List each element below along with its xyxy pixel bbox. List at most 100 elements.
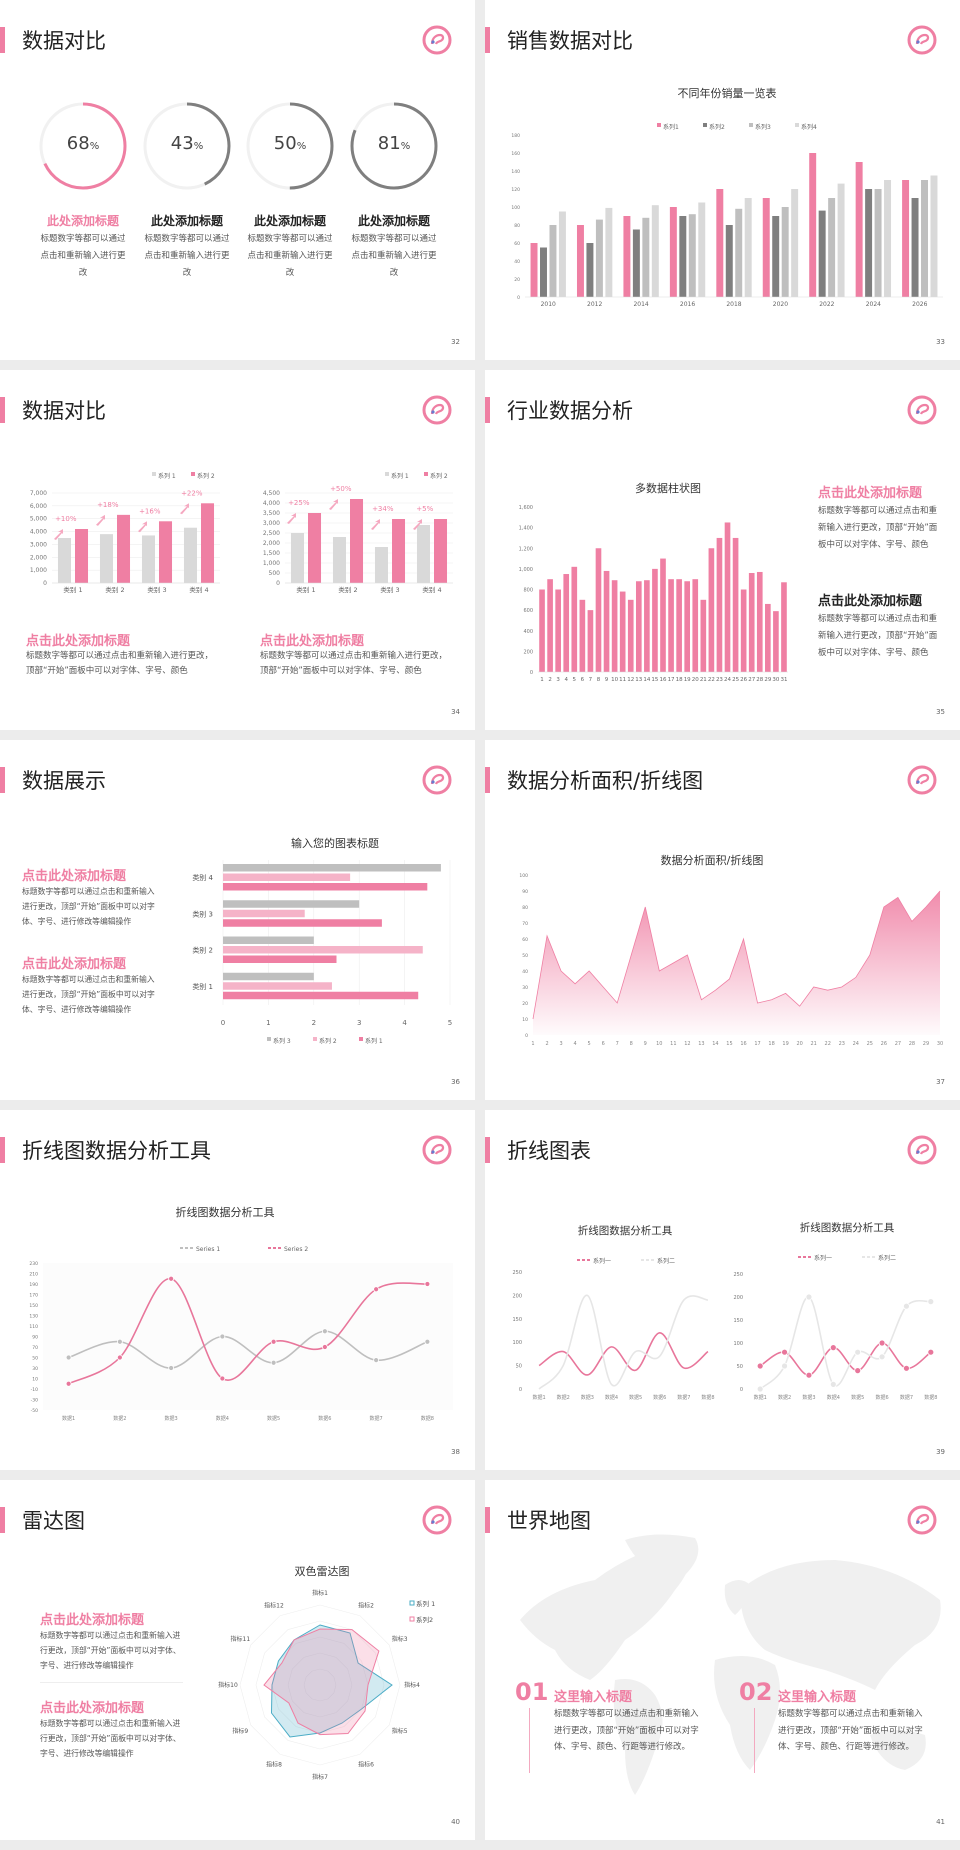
- x-tick-label: 20: [796, 1041, 802, 1047]
- x-tick-label: 2014: [633, 301, 648, 308]
- legend-item: 系列一: [798, 1254, 832, 1262]
- y-tick-label: 1,200: [519, 546, 533, 552]
- x-tick-label: 类别 1: [63, 585, 82, 594]
- bar: [773, 611, 779, 672]
- x-tick-label: 0: [221, 1019, 225, 1027]
- y-tick-label: 7,000: [30, 490, 47, 497]
- y-tick-label: 150: [29, 1303, 38, 1309]
- bar: [332, 537, 346, 583]
- growth-label: +50%: [330, 485, 352, 493]
- x-tick-label: 数据6: [875, 1394, 888, 1401]
- bar: [223, 936, 314, 944]
- bar: [716, 189, 724, 297]
- x-tick-label: 数据1: [532, 1394, 545, 1401]
- divider: [754, 1708, 755, 1773]
- radar-ring: [239, 1604, 401, 1766]
- bar: [350, 499, 364, 583]
- slide-41: 世界地图 01 这里输入标题 标题数字等都可以通过点击和重新输入进行更改，顶部“…: [485, 1480, 960, 1840]
- bar: [708, 548, 715, 672]
- axis-label: 指标12: [264, 1601, 284, 1609]
- axis-label: 指标5: [392, 1727, 408, 1735]
- legend-item: 系列 1: [152, 472, 176, 480]
- plot-area: [43, 1263, 453, 1410]
- x-tick-label: 类别 1: [296, 585, 315, 594]
- arrow-up-icon: [370, 519, 380, 530]
- x-tick-label: 28: [909, 1041, 915, 1047]
- legend-item: 系列3: [749, 123, 771, 131]
- arrow-up-icon: [179, 503, 189, 515]
- chart-title: 数据分析面积/折线图: [661, 853, 764, 867]
- data-point: [805, 1371, 813, 1379]
- y-tick-label: 130: [29, 1314, 38, 1320]
- x-tick-label: 27: [895, 1041, 901, 1047]
- percent-value: 43%: [147, 133, 227, 154]
- progress-ring: [246, 102, 334, 190]
- y-tick-label: 250: [733, 1272, 743, 1278]
- ring-progress: [39, 102, 127, 190]
- data-point: [903, 1302, 910, 1310]
- x-tick-label: 数据3: [802, 1394, 815, 1401]
- page-number: 35: [936, 708, 945, 716]
- percent-number: 81: [377, 133, 401, 154]
- data-point: [829, 1380, 837, 1388]
- slide-40: 雷达图 点击此处添加标题 标题数字等都可以通过点击和重新输入进行更改，顶部“开始…: [0, 1480, 475, 1840]
- bar: [117, 514, 131, 583]
- axis-label: 指标7: [312, 1773, 328, 1781]
- bar: [724, 522, 731, 672]
- bar: [549, 225, 557, 297]
- page-number: 37: [936, 1078, 945, 1086]
- x-tick-label: 9: [605, 677, 609, 683]
- y-tick-label: 4,000: [263, 500, 280, 507]
- x-tick-label: 29: [923, 1041, 929, 1047]
- block-heading: 点击此处添加标题: [22, 869, 127, 884]
- legend-item: 系列 1: [359, 1037, 383, 1045]
- bar: [223, 955, 337, 963]
- block-desc: 标题数字等都可以通过点击和重新输入进行更改，顶部“开始”面板中可以对字体、字号、…: [260, 651, 448, 676]
- x-tick-label: 4: [564, 677, 568, 683]
- y-tick-label: 170: [29, 1293, 38, 1299]
- block-desc: 标题数字等都可以通过点击和重新输入进行更改，顶部“开始”面板中可以对字体、字号、…: [818, 506, 938, 550]
- percent-unit: %: [89, 141, 100, 152]
- y-tick-label: 100: [512, 1340, 522, 1346]
- bar: [818, 210, 826, 297]
- bar: [716, 537, 723, 672]
- block-desc: 标题数字等都可以通过点击和重新输入进行更改，顶部“开始”面板中可以对字体、字号、…: [818, 614, 938, 658]
- chart-title: 折线图数据分析工具: [578, 1224, 673, 1237]
- y-tick-label: 60: [522, 937, 528, 943]
- item-desc: 标题数字等都可以通过点击和重新输入进行更改: [144, 234, 230, 278]
- legend-swatch: [267, 1037, 271, 1041]
- x-tick-label: 30: [772, 677, 779, 683]
- smooth-line-chart: 折线图数据分析工具 Series 1 Series 2 -50 -30 -10 10 30 50…: [29, 1205, 453, 1422]
- block-heading: 点击此处添加标题: [260, 634, 365, 649]
- y-tick-label: 1,000: [263, 560, 280, 567]
- bar: [308, 513, 322, 583]
- x-tick-label: 11: [670, 1041, 676, 1047]
- bar: [828, 198, 836, 297]
- percent-value: 68%: [43, 133, 123, 154]
- x-tick-label: 25: [732, 677, 739, 683]
- bar: [223, 909, 305, 918]
- bar: [837, 183, 845, 297]
- bar: [223, 864, 441, 872]
- x-tick-label: 2020: [773, 301, 788, 308]
- series-line: [538, 1332, 709, 1376]
- bar: [725, 225, 733, 297]
- ring-progress: [143, 102, 231, 190]
- x-tick-label: 数据7: [677, 1394, 690, 1401]
- legend-swatch: [385, 472, 389, 476]
- legend-label: 系列一: [814, 1254, 832, 1262]
- y-tick-label: 10: [522, 1017, 528, 1023]
- x-tick-label: 10: [656, 1041, 662, 1047]
- block-desc: 标题数字等都可以通过点击和重新输入进行更改，顶部“开始”面板中可以对字体、字号、…: [40, 1631, 181, 1670]
- percent-number: 68: [66, 133, 90, 154]
- data-point: [65, 1380, 72, 1387]
- legend-label: 系列二: [657, 1257, 675, 1265]
- x-tick-label: 数据1: [754, 1394, 767, 1401]
- y-tick-label: 110: [29, 1324, 38, 1330]
- x-tick-label: 2022: [819, 301, 834, 308]
- block-heading: 点击此处添加标题: [26, 634, 131, 649]
- y-tick-label: 0: [276, 580, 280, 587]
- y-tick-label: 90: [522, 889, 528, 895]
- legend-item: 系列二: [641, 1257, 675, 1265]
